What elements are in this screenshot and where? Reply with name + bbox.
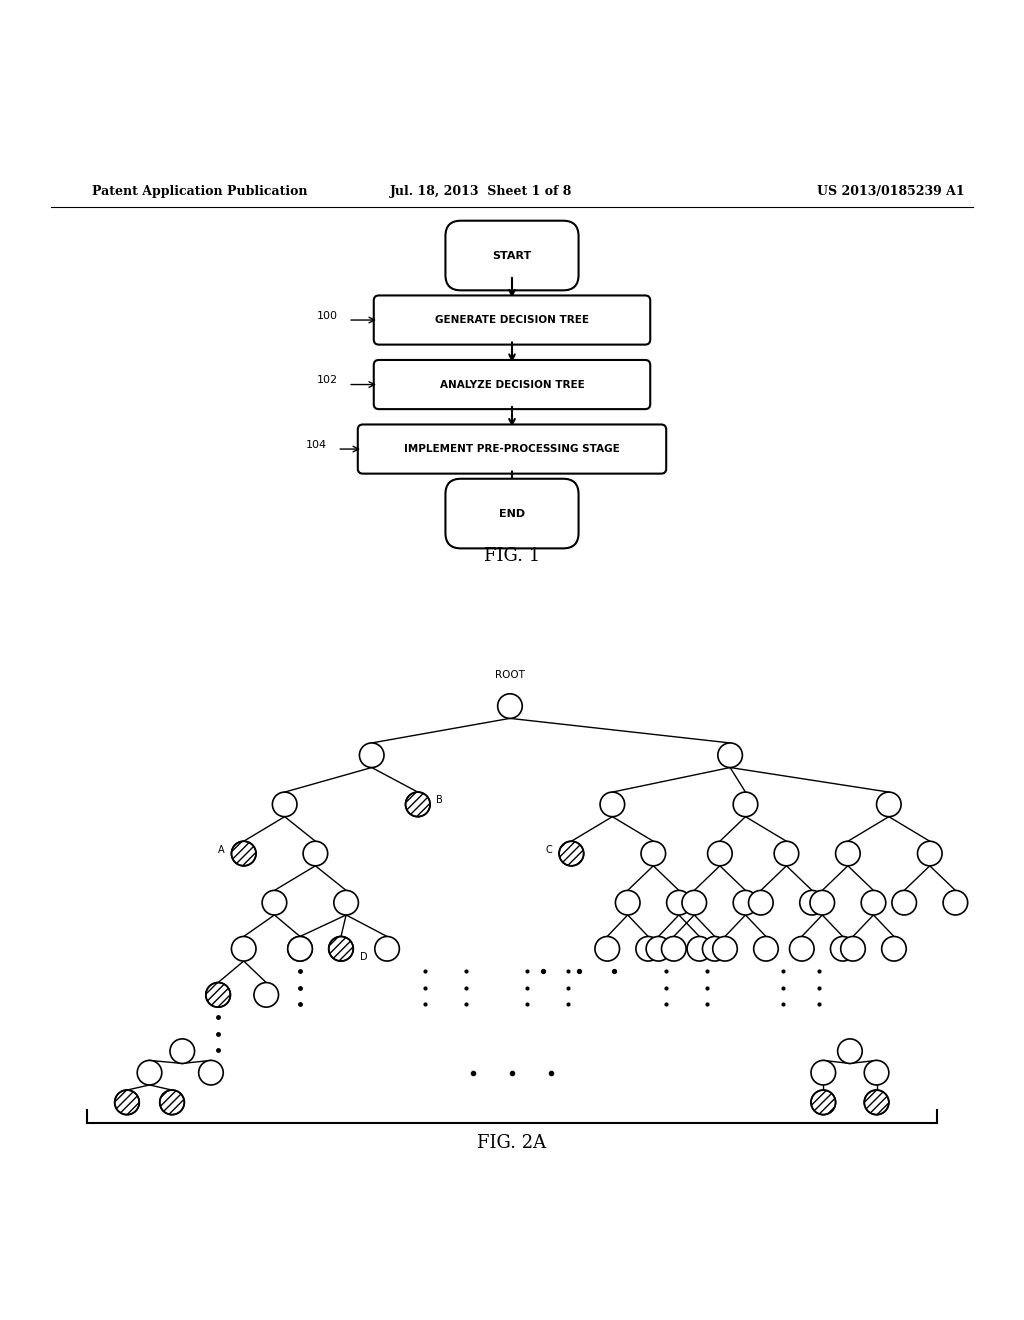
Circle shape: [231, 841, 256, 866]
Circle shape: [662, 936, 686, 961]
Circle shape: [864, 1090, 889, 1114]
Circle shape: [800, 891, 824, 915]
Circle shape: [600, 792, 625, 817]
Text: 104: 104: [306, 440, 327, 450]
Circle shape: [682, 891, 707, 915]
Circle shape: [861, 891, 886, 915]
Circle shape: [754, 936, 778, 961]
Circle shape: [262, 891, 287, 915]
Circle shape: [841, 936, 865, 961]
FancyBboxPatch shape: [374, 360, 650, 409]
Circle shape: [733, 792, 758, 817]
Circle shape: [288, 936, 312, 961]
Circle shape: [830, 936, 855, 961]
Text: Jul. 18, 2013  Sheet 1 of 8: Jul. 18, 2013 Sheet 1 of 8: [390, 185, 572, 198]
Text: US 2013/0185239 A1: US 2013/0185239 A1: [817, 185, 965, 198]
Text: GENERATE DECISION TREE: GENERATE DECISION TREE: [435, 315, 589, 325]
Circle shape: [498, 694, 522, 718]
Circle shape: [892, 891, 916, 915]
Circle shape: [811, 1090, 836, 1114]
Text: B: B: [436, 795, 443, 805]
Text: A: A: [218, 846, 224, 855]
Circle shape: [774, 841, 799, 866]
Circle shape: [288, 936, 312, 961]
Circle shape: [687, 936, 712, 961]
Circle shape: [137, 1060, 162, 1085]
Circle shape: [272, 792, 297, 817]
Text: ANALYZE DECISION TREE: ANALYZE DECISION TREE: [439, 380, 585, 389]
Circle shape: [713, 936, 737, 961]
Circle shape: [790, 936, 814, 961]
Circle shape: [334, 891, 358, 915]
Circle shape: [749, 891, 773, 915]
Circle shape: [615, 891, 640, 915]
Circle shape: [559, 841, 584, 866]
Circle shape: [943, 891, 968, 915]
Text: IMPLEMENT PRE-PROCESSING STAGE: IMPLEMENT PRE-PROCESSING STAGE: [404, 444, 620, 454]
Text: ROOT: ROOT: [495, 671, 525, 681]
Circle shape: [359, 743, 384, 767]
Circle shape: [160, 1090, 184, 1114]
Text: D: D: [360, 952, 368, 962]
Circle shape: [375, 936, 399, 961]
Text: FIG. 1: FIG. 1: [484, 546, 540, 565]
Text: START: START: [493, 251, 531, 260]
Circle shape: [667, 891, 691, 915]
Circle shape: [882, 936, 906, 961]
Circle shape: [329, 936, 353, 961]
Text: C: C: [545, 846, 552, 855]
Circle shape: [254, 982, 279, 1007]
Circle shape: [918, 841, 942, 866]
Circle shape: [810, 891, 835, 915]
FancyBboxPatch shape: [357, 425, 667, 474]
Circle shape: [641, 841, 666, 866]
Circle shape: [836, 841, 860, 866]
Circle shape: [406, 792, 430, 817]
Circle shape: [199, 1060, 223, 1085]
Text: Patent Application Publication: Patent Application Publication: [92, 185, 307, 198]
Circle shape: [303, 841, 328, 866]
Circle shape: [595, 936, 620, 961]
FancyBboxPatch shape: [445, 479, 579, 548]
Text: 102: 102: [316, 375, 338, 385]
Circle shape: [838, 1039, 862, 1064]
Circle shape: [718, 743, 742, 767]
Circle shape: [646, 936, 671, 961]
Circle shape: [864, 1060, 889, 1085]
Circle shape: [115, 1090, 139, 1114]
Text: END: END: [499, 508, 525, 519]
Circle shape: [877, 792, 901, 817]
Circle shape: [733, 891, 758, 915]
Circle shape: [231, 936, 256, 961]
FancyBboxPatch shape: [374, 296, 650, 345]
Circle shape: [708, 841, 732, 866]
Circle shape: [636, 936, 660, 961]
Circle shape: [811, 1060, 836, 1085]
FancyBboxPatch shape: [445, 220, 579, 290]
Text: 100: 100: [316, 312, 338, 321]
Circle shape: [170, 1039, 195, 1064]
Text: FIG. 2A: FIG. 2A: [477, 1134, 547, 1152]
Circle shape: [206, 982, 230, 1007]
Circle shape: [702, 936, 727, 961]
